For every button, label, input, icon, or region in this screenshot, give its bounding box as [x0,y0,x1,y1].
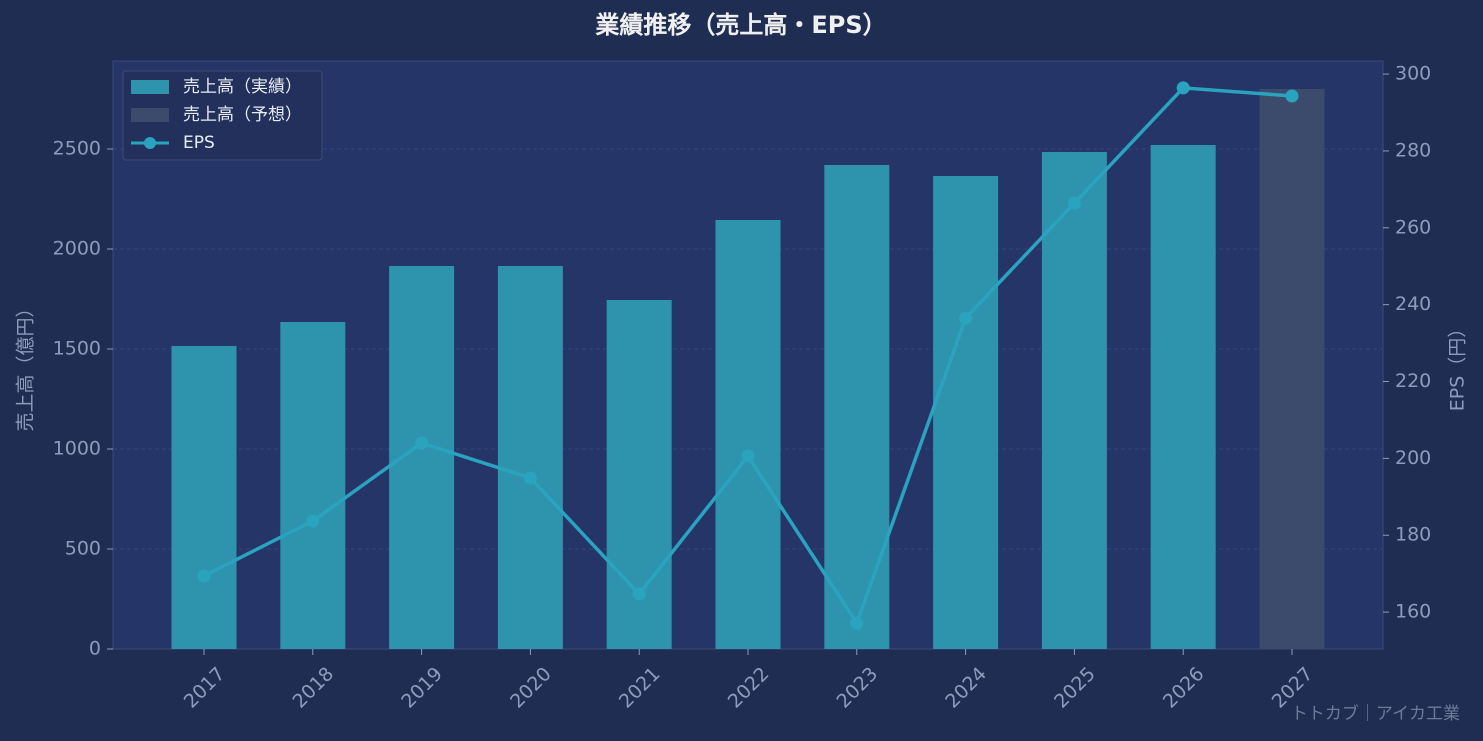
legend-label: EPS [183,133,215,153]
y2-axis-label: EPS（円） [1447,319,1469,412]
legend-swatch [131,80,169,94]
point [306,514,320,528]
legend-label: 売上高（実績） [183,77,302,97]
point [1067,196,1081,210]
y-tick-label: 2000 [53,238,101,260]
y2-tick-label: 240 [1395,293,1431,315]
bar [715,220,781,649]
point [523,471,537,485]
legend-box [122,70,323,161]
point [632,587,646,601]
y2-tick-label: 200 [1395,447,1431,469]
bar [933,176,999,649]
y-tick-label: 1000 [53,438,101,460]
legend-swatch [131,108,169,122]
point [959,311,973,325]
point [1285,89,1299,103]
point [197,569,211,583]
y-tick-label: 500 [65,538,101,560]
legend-marker [144,137,156,149]
y2-tick-label: 180 [1395,524,1431,546]
watermark: トトカブ｜アイカ工業 [1291,703,1460,724]
bar [280,322,346,649]
bar [1150,145,1216,649]
y2-tick-label: 300 [1395,63,1431,85]
y2-tick-label: 280 [1395,139,1431,161]
point [1176,81,1190,95]
bar [824,165,890,649]
point [850,616,864,630]
y-axis-label: 売上高（億円） [15,298,37,431]
point [415,436,429,450]
y2-tick-label: 220 [1395,370,1431,392]
bar [1259,89,1325,649]
y2-tick-label: 260 [1395,216,1431,238]
y-tick-label: 0 [89,638,101,660]
y-tick-label: 1500 [53,338,101,360]
bar [497,266,563,649]
legend-label: 売上高（予想） [183,105,302,125]
point [741,449,755,463]
bar [171,346,237,649]
y-tick-label: 2500 [53,138,101,160]
bar [1041,152,1107,649]
y2-tick-label: 160 [1395,601,1431,623]
chart-title: 業績推移（売上高・EPS） [595,11,886,39]
